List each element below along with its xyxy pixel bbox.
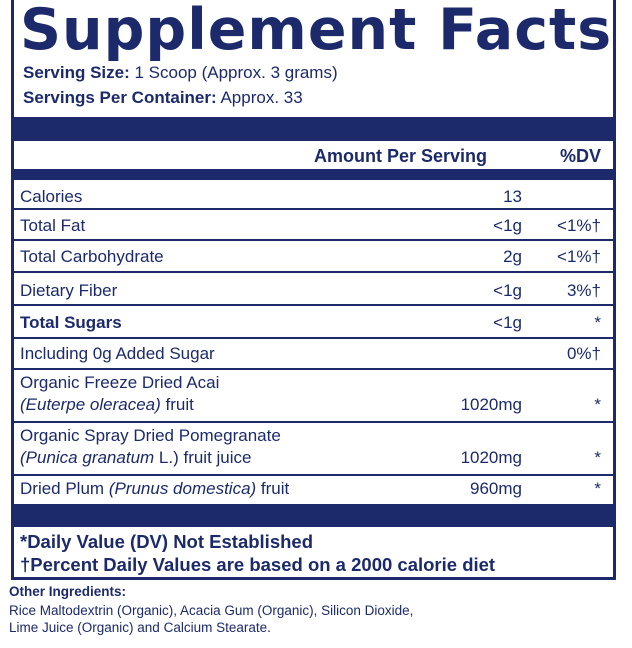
nutrient-amount: <1g [493,281,522,300]
header-divider-bar [14,169,613,180]
bottom-divider-bar [14,504,613,527]
plant-part: fruit [160,395,194,414]
nutrient-name: Dietary Fiber [20,281,118,300]
ingredient-botanical-name: (Euterpe oleracea) fruit [20,395,194,415]
ingredient-amount: 1020mg [460,448,522,467]
botanical-name-italic: (Punica granatum [20,448,155,467]
footnote-percent-dv-basis: †Percent Daily Values are based on a 200… [20,554,496,575]
nutrient-row-total-sugars: Total Sugars <1g * [14,306,613,339]
ingredient-dv: * [594,448,601,467]
nutrient-amount: <1g [493,313,522,332]
ingredient-botanical-name: (Punica granatum L.) fruit juice [20,448,252,468]
other-ingredients-line-1: Rice Maltodextrin (Organic), Acacia Gum … [9,603,414,618]
nutrient-name: Including 0g Added Sugar [20,344,215,363]
nutrient-dv: 3%† [566,281,601,300]
nutrient-row-total-carbohydrate: Total Carbohydrate 2g <1%† [14,241,613,273]
nutrient-name: Total Fat [20,216,86,235]
serving-size-label: Serving Size: [23,63,130,82]
nutrient-amount: <1g [493,216,522,235]
plant-part: fruit [256,479,290,498]
nutrient-dv: * [594,313,601,332]
ingredient-dv: * [594,395,601,414]
supplement-facts-panel: Supplement Facts Serving Size: 1 Scoop (… [11,0,616,580]
ingredient-row-pomegranate: Organic Spray Dried Pomegranate (Punica … [14,423,613,476]
nutrient-amount: 2g [503,247,522,266]
servings-per-container: Servings Per Container: Approx. 33 [23,88,303,108]
ingredient-dv: * [594,479,601,498]
nutrient-name: Calories [20,187,83,206]
nutrient-dv: <1%† [557,247,601,266]
nutrient-name: Total Carbohydrate [20,247,164,266]
ingredient-name: Organic Spray Dried Pomegranate [20,426,281,445]
botanical-name-italic: (Euterpe oleracea) [20,395,161,414]
servings-per-container-label: Servings Per Container: [23,88,217,107]
serving-size-value: 1 Scoop (Approx. 3 grams) [129,63,338,82]
ingredient-amount: 960mg [470,479,522,498]
nutrient-amount: 13 [503,187,522,206]
ingredient-name: Dried Plum (Prunus domestica) fruit [20,479,289,499]
ingredient-amount: 1020mg [460,395,522,414]
ingredient-row-acai: Organic Freeze Dried Acai (Euterpe olera… [14,370,613,423]
nutrient-dv: <1%† [557,216,601,235]
serving-size: Serving Size: 1 Scoop (Approx. 3 grams) [23,63,338,83]
nutrient-row-total-fat: Total Fat <1g <1%† [14,210,613,241]
nutrient-row-added-sugar: Including 0g Added Sugar 0%† [14,339,613,370]
other-ingredients-heading: Other Ingredients: [9,584,127,599]
ingredient-lead: Dried Plum [20,479,109,498]
panel-title: Supplement Facts [20,0,613,63]
botanical-name-italic: (Prunus domestica) [108,479,257,498]
other-ingredients-line-2: Lime Juice (Organic) and Calcium Stearat… [9,620,271,635]
nutrient-name: Total Sugars [20,313,122,332]
servings-per-container-value: Approx. 33 [216,88,303,107]
nutrient-dv: 0%† [566,344,601,363]
plant-part: L.) fruit juice [154,448,252,467]
nutrient-row-calories: Calories 13 [14,180,613,210]
top-divider-bar [14,117,613,141]
amount-per-serving-header: Amount Per Serving [314,146,488,166]
footnote-dv-not-established: *Daily Value (DV) Not Established [20,531,313,552]
ingredient-name: Organic Freeze Dried Acai [20,373,220,392]
dv-header: %DV [559,146,601,166]
other-ingredients-label: Other Ingredients: [9,584,126,600]
nutrient-row-dietary-fiber: Dietary Fiber <1g 3%† [14,273,613,306]
ingredient-row-plum: Dried Plum (Prunus domestica) fruit 960m… [14,476,613,504]
